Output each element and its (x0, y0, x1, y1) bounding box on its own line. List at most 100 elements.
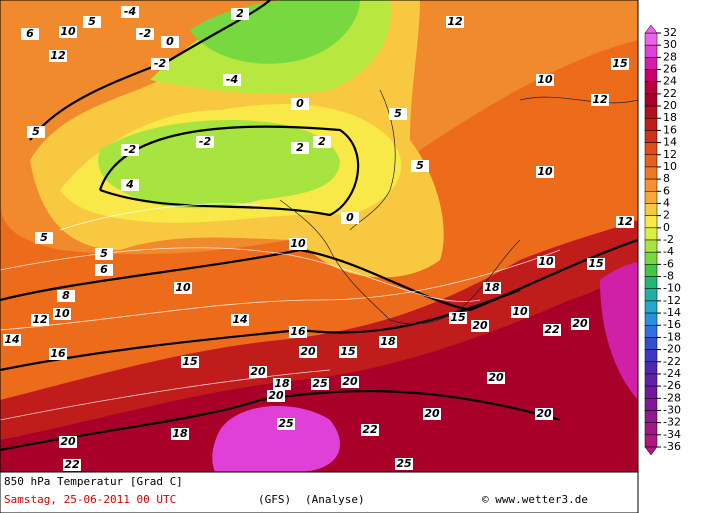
contour-label-bg (536, 166, 554, 178)
contour-label: 10 (175, 281, 191, 294)
contour-label-bg (411, 160, 429, 172)
contour-label: 6 (26, 27, 34, 40)
contour-label: 5 (416, 159, 424, 172)
contour-label-bg (95, 248, 113, 260)
contour-label: 12 (617, 215, 633, 228)
colorbar-band (644, 215, 658, 229)
colorbar-band (644, 178, 658, 192)
colorbar-band (644, 422, 658, 436)
colorbar-band (644, 227, 658, 241)
contour-label-bg (249, 366, 267, 378)
contour-label: 16 (290, 325, 306, 338)
contour-label-bg (231, 314, 249, 326)
colorbar-label: 24 (663, 75, 677, 88)
contour-label-bg (616, 216, 634, 228)
colorbar-label: 14 (663, 136, 677, 149)
contour-label-bg (267, 390, 285, 402)
colorbar-label: -24 (663, 367, 681, 380)
contour-label: 10 (537, 165, 553, 178)
contour-label-bg (311, 378, 329, 390)
contour-label: -2 (139, 27, 152, 40)
contour-label: 5 (32, 125, 40, 138)
colorbar-label: -8 (663, 270, 674, 283)
contour-label-bg (379, 336, 397, 348)
contour-label-bg (611, 58, 629, 70)
colorbar-label: 2 (663, 209, 670, 222)
contour-label: 0 (166, 35, 174, 48)
contour-label-bg (361, 424, 379, 436)
colorbar-band (644, 264, 658, 277)
colorbar-cap (644, 446, 658, 456)
contour-label: 15 (182, 355, 198, 368)
contour-label: 2 (318, 135, 326, 148)
colorbar-label: -22 (663, 355, 681, 368)
contour-label-bg (299, 346, 317, 358)
model-name: (GFS) (258, 493, 291, 506)
contour-label-bg (53, 308, 71, 320)
contour-label: 8 (62, 289, 70, 302)
colorbar-label: 18 (663, 111, 677, 124)
contour-label-bg (291, 142, 309, 154)
contour-label: -2 (154, 57, 167, 70)
colorbar-label: -14 (663, 306, 681, 319)
contour-label: 22 (544, 323, 560, 336)
contour-label-bg (591, 94, 609, 106)
contour-label-bg (49, 50, 67, 62)
contour-label-bg (273, 378, 291, 390)
colorbar-band (644, 117, 658, 131)
contour-label: 15 (340, 345, 356, 358)
contour-label-bg (537, 256, 555, 268)
colorbar-label: -34 (663, 428, 681, 441)
contour-label: 5 (100, 247, 108, 260)
contour-label: 10 (290, 237, 306, 250)
contour-label: -4 (226, 73, 238, 86)
contour-label: 4 (125, 178, 134, 191)
contour-label: 12 (447, 15, 463, 28)
contour-label: 18 (274, 377, 290, 390)
colorbar-band (644, 373, 658, 387)
colorbar-band (644, 44, 658, 58)
colorbar-label: -32 (663, 416, 681, 429)
contour-label-bg (161, 36, 179, 48)
contour-label-bg (341, 376, 359, 388)
contour-label-bg (536, 74, 554, 86)
contour-label-bg (57, 290, 75, 302)
colorbar-label: 10 (663, 160, 677, 173)
contour-label: 25 (278, 417, 294, 430)
colorbar-band (644, 337, 658, 350)
colorbar-label: -18 (663, 330, 681, 343)
contour-label: 5 (40, 231, 48, 244)
contour-label: 15 (612, 57, 628, 70)
contour-label: 15 (450, 311, 466, 324)
contour-label-bg (181, 356, 199, 368)
colorbar-band (644, 398, 658, 411)
contour-label-bg (196, 136, 214, 148)
contour-label-bg (543, 324, 561, 336)
colorbar-label: 12 (663, 148, 677, 161)
colorbar-band (644, 385, 658, 399)
contour-label: 20 (60, 435, 76, 448)
colorbar-band (644, 81, 658, 95)
contour-label: 20 (572, 317, 588, 330)
colorbar-band (644, 32, 658, 46)
colorbar-band (644, 69, 658, 82)
colorbar-label: 0 (663, 221, 670, 234)
contour-label-bg (3, 334, 21, 346)
contour-label: 10 (60, 25, 76, 38)
contour-label: -4 (124, 5, 136, 18)
contour-label: 0 (346, 211, 354, 224)
contour-label-bg (151, 58, 169, 70)
contour-label: 10 (538, 255, 554, 268)
colorbar-label: 26 (663, 63, 677, 76)
contour-label: 20 (342, 375, 358, 388)
colorbar-label: -2 (663, 233, 674, 246)
contour-label: 25 (396, 457, 412, 470)
contour-label: 20 (488, 371, 504, 384)
contour-label-bg (171, 428, 189, 440)
contour-label-bg (63, 459, 81, 471)
colorbar-label: 20 (663, 99, 677, 112)
colorbar-label: -30 (663, 403, 681, 416)
contour-label: 20 (250, 365, 266, 378)
colorbar-band (644, 288, 658, 302)
colorbar-label: -26 (663, 379, 681, 392)
